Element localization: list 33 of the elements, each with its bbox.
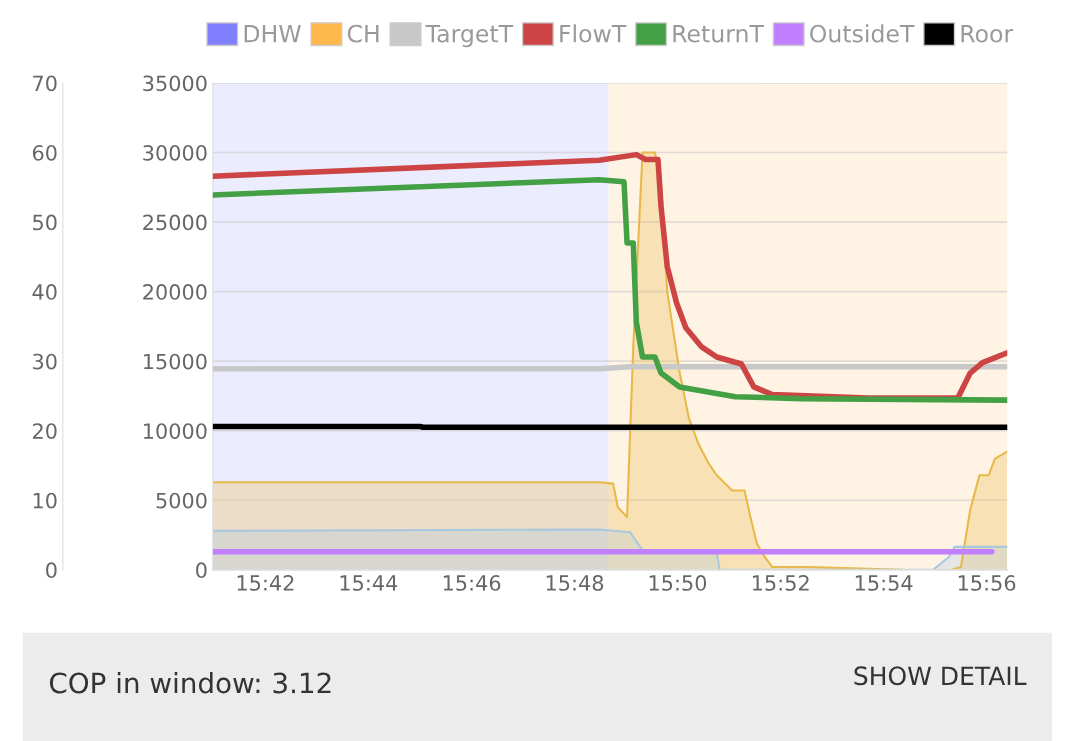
y-tick-label: 20: [33, 423, 57, 439]
y2-tick-label: 15000: [144, 353, 207, 370]
x-tick-label: 15:54: [855, 575, 913, 591]
y-tick-label: 0: [46, 562, 57, 579]
y2-tick-label: 10000: [144, 423, 207, 439]
y2-tick-label: 5000: [156, 492, 207, 509]
x-tick-label: 15:42: [237, 575, 294, 591]
y-tick-label: 30: [33, 353, 57, 370]
legend-label: OutsideT: [810, 24, 915, 43]
y-tick-label: 50: [33, 214, 57, 231]
text: SHOW DETAIL: [854, 666, 1027, 686]
y2-tick-label: 30000: [143, 144, 207, 161]
legend-label: DHW: [244, 25, 301, 43]
text: COP in window: 3.12: [49, 671, 331, 694]
legend-label: TargetT: [425, 25, 514, 48]
y-tick-label: 70: [33, 75, 57, 92]
legend-label: CH: [347, 24, 379, 43]
y2-tick-label: 0: [196, 562, 207, 579]
y-tick-label: 60: [32, 144, 57, 161]
y2-tick-label: 35000: [143, 75, 207, 92]
x-tick-label: 15:44: [340, 575, 398, 591]
x-tick-label: 15:52: [752, 575, 809, 591]
y2-tick-label: 20000: [143, 284, 207, 300]
y-tick-label: 10: [33, 492, 57, 509]
legend-label: Roor: [961, 25, 1014, 43]
x-tick-label: 15:50: [649, 575, 707, 591]
x-tick-label: 15:46: [443, 575, 501, 591]
y-tick-label: 40: [32, 284, 57, 300]
legend-label: FlowT: [560, 24, 627, 43]
x-tick-label: 15:48: [546, 575, 604, 591]
y2-tick-label: 25000: [143, 214, 207, 231]
legend-label: ReturnT: [673, 25, 764, 43]
x-tick-label: 15:56: [958, 575, 1016, 591]
